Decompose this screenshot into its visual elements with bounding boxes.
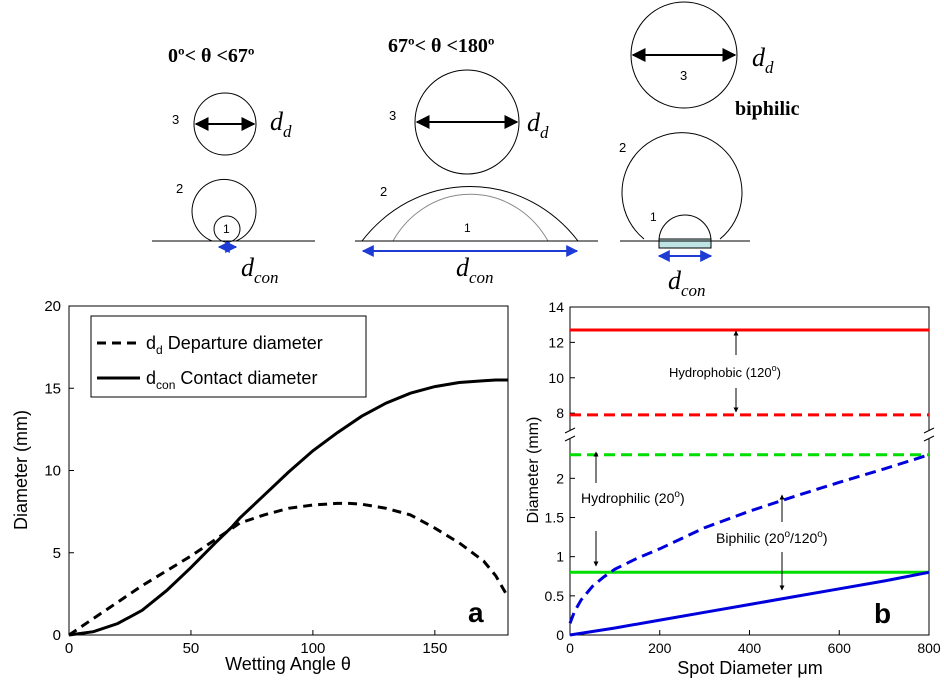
chart-b-ticks: 0 200 400 600 800 0 0.5 1 1.5 2 8 10 12 14 <box>545 299 941 656</box>
schematic-group-1: 0º< θ <67º 3 dd 2 1 dcon <box>152 45 315 287</box>
y-tick-label: 2 <box>556 470 564 486</box>
series-departure-diameter <box>68 501 510 637</box>
droplet-2-outline <box>621 132 743 240</box>
chart-b-ylabel: Diameter (mm) <box>525 417 542 524</box>
departure-diameter-label: dd <box>270 107 292 141</box>
y-tick-label: 8 <box>556 405 564 421</box>
droplet-3-circle <box>414 69 520 175</box>
droplet-2-outline <box>361 185 579 242</box>
legend-entry-contact: dcon Contact diameter <box>146 368 317 392</box>
droplet-2-outline <box>191 178 257 242</box>
legend-box <box>90 315 367 398</box>
droplet-1-outline <box>658 214 712 242</box>
x-tick-label: 200 <box>648 640 672 656</box>
chart-a-legend: dd Departure diameter dcon Contact diame… <box>90 315 367 398</box>
droplet-number-1: 1 <box>650 210 657 224</box>
x-tick-label: 400 <box>738 640 762 656</box>
y-tick-label: 10 <box>44 463 61 480</box>
annotation-hydrophobic: Hydrophobic (120o) <box>669 363 781 380</box>
droplet-number-1: 1 <box>223 222 230 236</box>
contact-diameter-label: dcon <box>241 253 279 287</box>
chart-a: 0 50 100 150 0 5 10 15 20 Wetting Angle θ Diamet… <box>11 298 510 674</box>
series-biphilic-dashed <box>568 453 930 624</box>
y-tick-label: 1 <box>556 549 564 565</box>
chart-a-xlabel: Wetting Angle θ <box>225 654 351 674</box>
x-tick-label: 0 <box>566 640 574 656</box>
y-tick-label: 12 <box>548 334 564 350</box>
x-tick-label: 150 <box>422 640 447 657</box>
chart-b-panel-label: b <box>874 598 891 629</box>
legend-entry-departure: dd Departure diameter <box>146 333 323 357</box>
droplet-1-outline <box>392 193 549 242</box>
angle-range-2: 67º< θ <180º <box>388 35 495 57</box>
droplet-number-3: 3 <box>172 112 179 127</box>
biphilic-title: biphilic <box>735 98 800 120</box>
contact-diameter-label: dcon <box>668 266 706 300</box>
chart-b: 0 200 400 600 800 0 0.5 1 1.5 2 8 10 12 14 Hydrophobi… <box>525 299 941 678</box>
droplet-3-circle <box>630 1 738 109</box>
y-tick-label: 1.5 <box>545 510 565 526</box>
axis-break-mark-left-1 <box>564 427 576 434</box>
axis-break-mark-right-2 <box>923 435 935 442</box>
droplet-number-3: 3 <box>680 68 687 83</box>
droplet-number-2: 2 <box>619 140 626 155</box>
series-contact-diameter <box>68 378 508 637</box>
schematic-group-3: 3 dd biphilic 2 1 dcon <box>619 1 800 300</box>
y-tick-label: 20 <box>44 298 61 315</box>
y-tick-label: 0.5 <box>545 588 565 604</box>
y-tick-label: 0 <box>53 627 61 644</box>
x-tick-label: 600 <box>828 640 852 656</box>
y-tick-label: 10 <box>548 370 564 386</box>
droplet-number-2: 2 <box>380 184 387 199</box>
chart-a-panel-label: a <box>468 597 484 628</box>
schematic-group-2: 67º< θ <180º 3 dd 2 1 dcon <box>355 35 598 287</box>
y-tick-label: 15 <box>44 380 61 397</box>
x-tick-label: 50 <box>183 640 200 657</box>
chart-a-series <box>68 378 510 637</box>
axis-break-mark-right-1 <box>923 427 935 434</box>
y-tick-label: 5 <box>53 545 61 562</box>
angle-range-1: 0º< θ <67º <box>168 45 255 67</box>
chart-b-series <box>568 328 930 637</box>
droplet-number-3: 3 <box>389 108 396 123</box>
departure-diameter-label: dd <box>527 108 549 142</box>
x-tick-label: 100 <box>300 640 325 657</box>
droplet-3-circle <box>193 92 257 156</box>
series-biphilic-solid <box>569 570 930 637</box>
biphilic-spot <box>658 238 712 249</box>
departure-diameter-label: dd <box>752 43 774 77</box>
droplet-number-1: 1 <box>464 221 471 235</box>
y-tick-label: 14 <box>548 299 564 315</box>
chart-a-ylabel: Diameter (mm) <box>11 410 31 530</box>
chart-b-xlabel: Spot Diameter μm <box>677 658 822 678</box>
droplet-number-2: 2 <box>176 181 183 196</box>
x-tick-label: 800 <box>917 640 941 656</box>
chart-a-ticks: 0 50 100 150 0 5 10 15 20 <box>44 298 447 657</box>
axis-break-gap <box>563 430 936 439</box>
x-tick-label: 0 <box>65 640 73 657</box>
annotation-biphilic: Biphilic (20o/120o) <box>716 529 828 546</box>
contact-diameter-label: dcon <box>456 253 494 287</box>
annotation-hydrophilic: Hydrophilic (20o) <box>581 489 685 506</box>
y-tick-label: 0 <box>556 627 564 643</box>
axis-break-mark-left-2 <box>564 435 576 442</box>
